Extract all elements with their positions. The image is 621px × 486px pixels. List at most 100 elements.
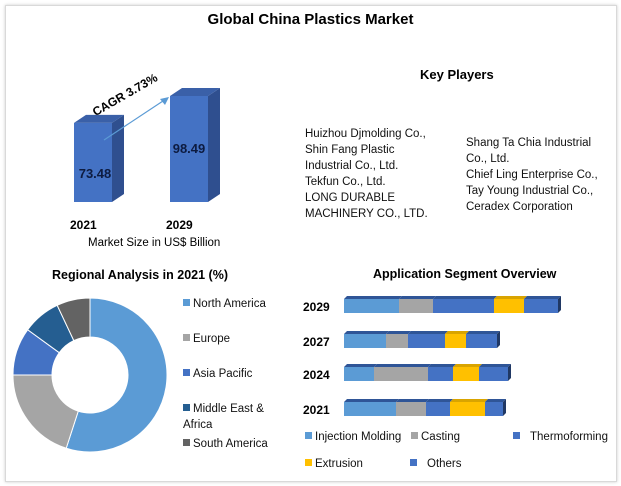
bar-end-side <box>508 364 511 381</box>
bar-segment-extrusion-2024 <box>453 367 479 381</box>
bar-segment-top <box>386 331 411 334</box>
column-bar-2029 <box>170 96 208 202</box>
player-line: Tay Young Industrial Co., <box>466 185 594 197</box>
bar-legend-item: Extrusion <box>305 456 363 472</box>
bar-legend-item: Injection Molding <box>305 429 401 445</box>
bar-legend-item: Casting <box>411 429 460 445</box>
frame <box>5 5 617 482</box>
bar-segment-top <box>479 364 511 367</box>
bar-segment-top <box>344 364 377 367</box>
bar-segment-top <box>433 296 497 299</box>
column-side <box>112 114 124 202</box>
key-players-heading: Key Players <box>420 67 494 82</box>
column-bar-2021 <box>74 122 112 202</box>
legend-label: Casting <box>421 431 460 443</box>
player-line: Huizhou Djmolding Co., <box>305 128 426 140</box>
donut-slice-europe <box>12 374 79 449</box>
bar-segment-thermoforming-2021 <box>426 402 450 416</box>
bar-segment-others-2024 <box>479 367 508 381</box>
bar-legend-item: Others <box>410 456 462 472</box>
legend-label: Middle East & Africa <box>183 403 264 431</box>
bar-segment-top <box>408 331 448 334</box>
application-title: Application Segment Overview <box>373 267 557 281</box>
column-side <box>208 88 220 202</box>
bar-segment-top <box>344 296 402 299</box>
player-line: Chief Ling Enterprise Co., <box>466 169 598 181</box>
column-top <box>170 88 220 96</box>
bar-segment-top <box>524 296 561 299</box>
bar-segment-others-2021 <box>485 402 503 416</box>
pie-legend-item: Asia Pacific <box>183 366 252 382</box>
legend-label: Injection Molding <box>315 431 402 443</box>
player-line: LONG DURABLE <box>305 192 396 204</box>
bar-value-2029: 98.49 <box>172 141 206 156</box>
bar-segment-casting-2027 <box>386 334 408 348</box>
legend-swatch <box>411 432 418 439</box>
legend-swatch <box>410 459 417 466</box>
bar-year-label: 2029 <box>303 300 330 314</box>
legend-label: South America <box>193 438 268 450</box>
bar-end-side <box>497 331 500 348</box>
pie-legend-item: North America <box>183 296 266 312</box>
bar-segment-others-2027 <box>466 334 497 348</box>
bar-segment-casting-2029 <box>399 299 433 313</box>
bar-segment-casting-2021 <box>396 402 426 416</box>
bar-segment-others-2029 <box>524 299 558 313</box>
player-line: Tekfun Co., Ltd. <box>305 176 386 188</box>
bar-year-label: 2024 <box>303 368 330 382</box>
bar-segment-top <box>374 364 431 367</box>
regional-title: Regional Analysis in 2021 (%) <box>52 268 228 282</box>
legend-swatch <box>513 432 520 439</box>
bar-segment-top <box>453 364 482 367</box>
donut-slice-south-america <box>56 297 91 342</box>
legend-label: Europe <box>193 333 231 345</box>
player-line: Co., Ltd. <box>466 153 510 165</box>
bar-year-label: 2021 <box>303 403 330 417</box>
player-line: MACHINERY CO., LTD. <box>305 208 428 220</box>
legend-swatch <box>183 299 190 306</box>
legend-swatch <box>183 334 190 341</box>
market-size-caption: Market Size in US$ Billion <box>88 237 221 249</box>
page-title: Global China Plastics Market <box>207 11 414 28</box>
bar-segment-top <box>344 399 399 402</box>
bar-segment-casting-2024 <box>374 367 428 381</box>
bar-value-2021: 73.48 <box>78 166 112 181</box>
player-line: Industrial Co., Ltd. <box>305 160 399 172</box>
bar-segment-thermoforming-2027 <box>408 334 445 348</box>
bar-segment-top <box>396 399 429 402</box>
key-players-left: Huizhou Djmolding Co., Shin Fang Plastic… <box>305 126 428 222</box>
key-players-right: Shang Ta Chia Industrial Co., Ltd. Chief… <box>466 135 598 215</box>
legend-label: Asia Pacific <box>193 368 253 380</box>
bar-segment-top <box>450 399 488 402</box>
bar-segment-top <box>426 399 453 402</box>
pie-legend-item: South America <box>183 436 268 452</box>
bar-segment-thermoforming-2024 <box>428 367 453 381</box>
cagr-arrow-head <box>160 97 169 105</box>
legend-label: North America <box>193 298 266 310</box>
pie-legend-item: Middle East & Africa <box>183 401 278 433</box>
legend-label: Others <box>427 458 462 470</box>
legend-swatch <box>183 404 190 411</box>
bar-segment-top <box>466 331 500 334</box>
bar-segment-injection-molding-2024 <box>344 367 374 381</box>
legend-swatch <box>183 369 190 376</box>
legend-swatch <box>305 459 312 466</box>
player-line: Ceradex Corporation <box>466 201 573 213</box>
legend-swatch <box>305 432 312 439</box>
bar-end-side <box>558 296 561 313</box>
year-label-2021: 2021 <box>70 218 97 232</box>
year-label-2029: 2029 <box>166 218 193 232</box>
player-line: Shang Ta Chia Industrial <box>466 137 592 149</box>
bar-year-label: 2027 <box>303 335 330 349</box>
bar-segment-top <box>344 331 389 334</box>
bar-segment-extrusion-2027 <box>445 334 466 348</box>
bar-segment-top <box>445 331 469 334</box>
bar-segment-top <box>494 296 527 299</box>
legend-label: Thermoforming <box>530 431 608 443</box>
bar-end-side <box>503 399 506 416</box>
player-line: Shin Fang Plastic <box>305 144 395 156</box>
bar-segment-thermoforming-2029 <box>433 299 494 313</box>
cagr-arrow-line <box>103 98 167 141</box>
